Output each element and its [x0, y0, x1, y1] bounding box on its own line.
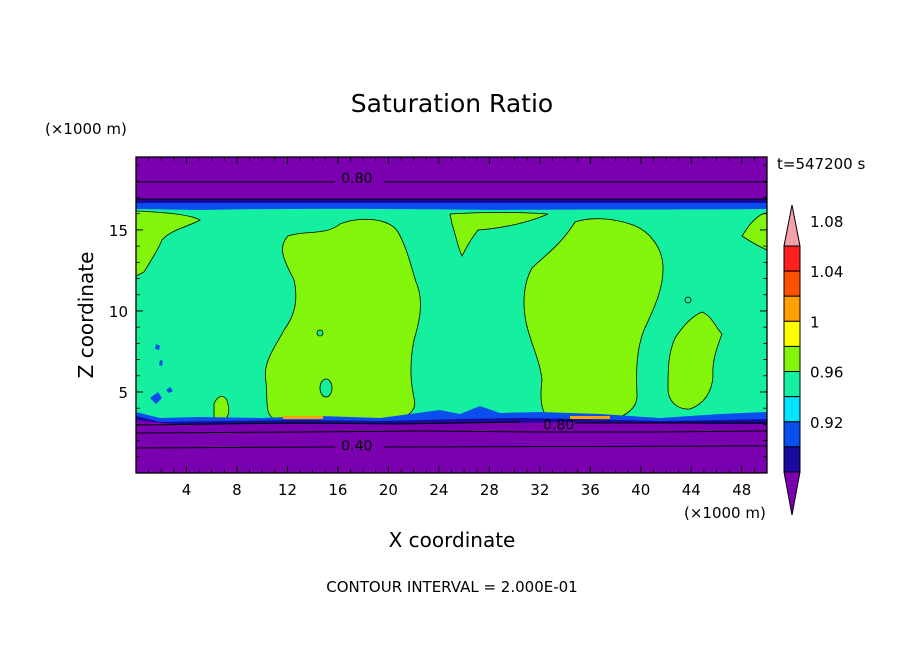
colorbar-swatch [783, 245, 801, 272]
y-axis-label: Z coordinate [74, 252, 98, 379]
contour-line-lower-3 [136, 445, 767, 449]
y-tick-label: 10 [109, 303, 128, 321]
colorbar-top-arrow [783, 204, 801, 247]
colorbar-swatch [783, 270, 801, 297]
colorbar-swatch [783, 345, 801, 373]
colorbar-label: 0.92 [810, 414, 843, 432]
colorbar-label: 1.08 [810, 213, 843, 231]
x-unit-label: (×1000 m) [684, 504, 766, 522]
cell-small-left [213, 396, 230, 421]
colorbar-swatch [783, 396, 801, 423]
cell-left [264, 219, 421, 420]
contour-label: 0.40 [341, 438, 372, 454]
colorbar-swatch [783, 295, 801, 322]
x-tick-label: 20 [379, 481, 398, 499]
pocket-a [319, 378, 333, 398]
cell-upper-right [741, 212, 767, 251]
y-unit-label: (×1000 m) [45, 120, 127, 138]
upper-blue-band [136, 203, 767, 210]
time-label: t=547200 s [777, 155, 865, 173]
contour-interval-footer: CONTOUR INTERVAL = 2.000E-01 [326, 578, 577, 596]
colorbar-swatch [783, 446, 801, 473]
contour-label: 0.80 [543, 417, 574, 433]
contour-fill-layers [136, 157, 767, 473]
cell-far-right [667, 311, 723, 410]
x-tick-label: 40 [631, 481, 650, 499]
orange-spot-2 [570, 416, 610, 419]
colorbar: 0.92 0.96 1 1.04 1.08 [783, 204, 843, 516]
colorbar-label: 1.04 [810, 263, 843, 281]
x-tick-label: 28 [480, 481, 499, 499]
colorbar-label: 1 [810, 313, 820, 331]
colorbar-swatch [783, 421, 801, 448]
pocket-b [316, 329, 324, 337]
colorbar-swatch [783, 320, 801, 347]
x-tick-label: 48 [732, 481, 751, 499]
x-tick-label: 12 [278, 481, 297, 499]
x-tick-label: 44 [682, 481, 701, 499]
contour-line-lower [136, 421, 767, 426]
x-tick-label: 24 [429, 481, 448, 499]
contour-label: 0.80 [341, 171, 372, 187]
orange-spot-1 [283, 416, 323, 419]
y-tick-label: 15 [109, 222, 128, 240]
colorbar-swatch [783, 371, 801, 398]
x-tick-label: 32 [530, 481, 549, 499]
x-tick-label: 8 [232, 481, 242, 499]
contour-labels: 0.80 0.80 0.40 [341, 171, 574, 454]
x-tick-label: 16 [328, 481, 347, 499]
chart-title: Saturation Ratio [351, 89, 553, 118]
x-tick-label: 36 [581, 481, 600, 499]
contour-line-lower-2 [136, 430, 767, 434]
cell-upper-left [136, 210, 201, 277]
colorbar-label: 0.96 [810, 364, 843, 382]
cell-top-center [449, 212, 549, 257]
left-scatter-cells [150, 344, 173, 404]
x-tick-label: 4 [182, 481, 192, 499]
y-tick-label: 5 [118, 384, 128, 402]
colorbar-bottom-arrow [783, 471, 801, 516]
upper-dry-layer [136, 157, 767, 199]
pocket-c [684, 296, 692, 304]
cell-right [523, 218, 664, 421]
x-axis-label: X coordinate [389, 528, 516, 552]
